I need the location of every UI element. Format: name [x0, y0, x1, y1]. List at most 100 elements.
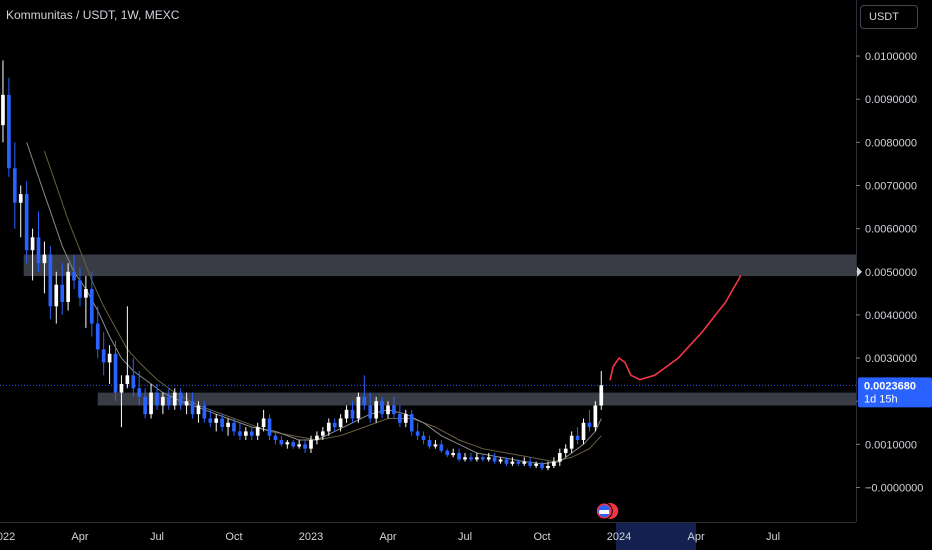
- candle[interactable]: [522, 457, 527, 466]
- candle[interactable]: [60, 263, 65, 315]
- candle[interactable]: [12, 142, 17, 229]
- candle[interactable]: [7, 77, 11, 177]
- candle[interactable]: [226, 418, 230, 436]
- candle[interactable]: [403, 409, 408, 428]
- candle[interactable]: [66, 263, 70, 311]
- candle[interactable]: [42, 241, 47, 294]
- candle[interactable]: [178, 388, 183, 410]
- candle[interactable]: [445, 448, 450, 458]
- candle[interactable]: [469, 452, 473, 462]
- candle[interactable]: [285, 440, 290, 449]
- candle[interactable]: [439, 440, 444, 453]
- candle[interactable]: [303, 440, 307, 453]
- candle[interactable]: [196, 401, 201, 423]
- candle[interactable]: [398, 405, 402, 428]
- candle[interactable]: [326, 418, 331, 436]
- currency-button[interactable]: USDT: [860, 5, 918, 29]
- candle[interactable]: [563, 444, 568, 458]
- candle[interactable]: [480, 455, 485, 462]
- time-axis[interactable]: [0, 522, 932, 550]
- candle[interactable]: [415, 422, 420, 441]
- candle[interactable]: [30, 228, 35, 281]
- projection-curve[interactable]: [609, 275, 742, 381]
- candle[interactable]: [338, 414, 343, 432]
- candle[interactable]: [362, 375, 367, 410]
- candle[interactable]: [321, 427, 325, 441]
- candle[interactable]: [267, 414, 272, 441]
- moving-average-fast[interactable]: [26, 142, 602, 465]
- candle[interactable]: [89, 271, 94, 337]
- candle[interactable]: [48, 245, 53, 320]
- candle[interactable]: [78, 267, 82, 307]
- candle[interactable]: [190, 392, 195, 419]
- candle[interactable]: [95, 306, 100, 359]
- candle[interactable]: [255, 422, 260, 441]
- candle[interactable]: [54, 271, 59, 324]
- support-zone[interactable]: [97, 392, 856, 406]
- candle[interactable]: [581, 418, 586, 445]
- candle[interactable]: [297, 440, 301, 449]
- candle[interactable]: [149, 383, 153, 419]
- candle[interactable]: [350, 401, 355, 423]
- candle[interactable]: [238, 422, 242, 441]
- candle[interactable]: [386, 401, 390, 419]
- candle[interactable]: [125, 306, 130, 389]
- candle[interactable]: [451, 448, 456, 458]
- candle[interactable]: [492, 452, 497, 464]
- candle[interactable]: [557, 448, 562, 466]
- candle[interactable]: [409, 409, 414, 436]
- candle[interactable]: [427, 435, 432, 449]
- candle[interactable]: [119, 375, 124, 428]
- candle[interactable]: [475, 452, 479, 462]
- candle[interactable]: [261, 409, 266, 432]
- candle[interactable]: [220, 414, 224, 432]
- price-axis[interactable]: [857, 0, 932, 522]
- candle[interactable]: [249, 427, 254, 441]
- candle[interactable]: [457, 448, 461, 462]
- candle[interactable]: [161, 392, 165, 415]
- candle[interactable]: [332, 418, 337, 432]
- candle[interactable]: [36, 211, 41, 272]
- candle[interactable]: [291, 440, 296, 449]
- candle[interactable]: [72, 254, 76, 290]
- candle[interactable]: [593, 401, 598, 432]
- time-range-highlight[interactable]: [616, 523, 697, 550]
- candle[interactable]: [433, 440, 438, 449]
- candle[interactable]: [587, 409, 592, 432]
- candle[interactable]: [534, 461, 538, 469]
- resistance-zone[interactable]: [23, 254, 857, 277]
- candle[interactable]: [546, 461, 550, 471]
- candle[interactable]: [208, 409, 213, 428]
- candle[interactable]: [137, 371, 142, 406]
- candle[interactable]: [131, 358, 136, 397]
- candle[interactable]: [172, 388, 177, 410]
- candle[interactable]: [374, 396, 379, 423]
- candle[interactable]: [540, 461, 544, 471]
- candle[interactable]: [392, 396, 396, 419]
- candle[interactable]: [232, 418, 236, 436]
- candle[interactable]: [155, 383, 159, 410]
- candle[interactable]: [380, 396, 384, 419]
- candle[interactable]: [599, 371, 604, 410]
- candle[interactable]: [421, 431, 426, 445]
- candle[interactable]: [463, 452, 467, 462]
- candle[interactable]: [569, 431, 574, 453]
- candle[interactable]: [202, 401, 207, 423]
- candle[interactable]: [528, 457, 533, 469]
- candle[interactable]: [552, 457, 556, 469]
- candle[interactable]: [1, 60, 5, 143]
- candle[interactable]: [24, 181, 29, 264]
- candle[interactable]: [516, 459, 521, 466]
- candle[interactable]: [498, 457, 503, 464]
- candle[interactable]: [315, 431, 319, 445]
- candle[interactable]: [575, 427, 580, 445]
- candle[interactable]: [101, 332, 106, 376]
- symbol-title[interactable]: Kommunitas / USDT, 1W, MEXC: [6, 8, 180, 22]
- candle[interactable]: [368, 392, 373, 423]
- alert-arrow-icon[interactable]: [857, 266, 862, 277]
- candle[interactable]: [344, 405, 349, 423]
- candle[interactable]: [107, 345, 112, 384]
- candle[interactable]: [18, 185, 23, 238]
